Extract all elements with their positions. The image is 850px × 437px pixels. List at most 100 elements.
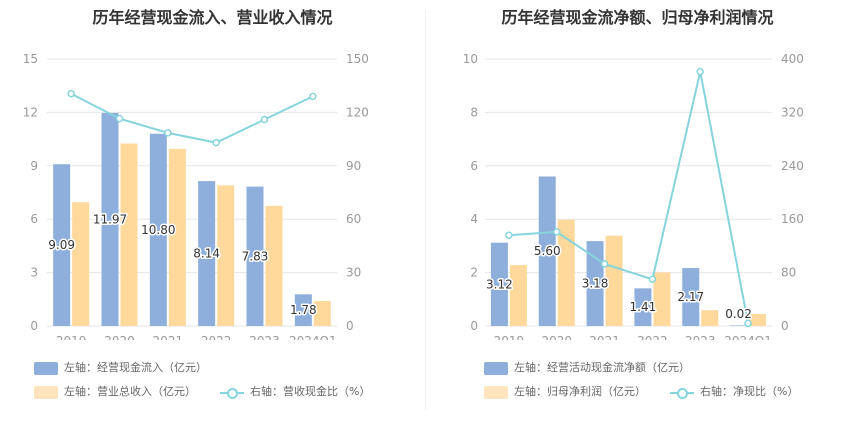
bar-series2 xyxy=(701,310,719,326)
x-axis-tick-label: 2023 xyxy=(685,334,716,340)
data-label-halo: 7.83 xyxy=(242,249,269,263)
left-axis-tick-label: 4 xyxy=(470,212,478,226)
legend-label-line: 右轴：净现比（%） xyxy=(700,385,799,398)
x-axis-tick-label: 2019 xyxy=(494,334,525,340)
x-axis-tick-label: 2024Q1 xyxy=(724,334,772,340)
left-axis-tick-label: 0 xyxy=(30,319,38,333)
legend-label-bar1: 左轴：经营现金流入（亿元） xyxy=(64,361,207,374)
panel-divider xyxy=(425,10,426,410)
bar-series1 xyxy=(634,288,652,326)
data-label: 0.02 xyxy=(725,307,752,321)
legend-item-bar1[interactable]: 左轴：经营活动现金流净额（亿元） xyxy=(484,361,690,375)
legend-item-line[interactable]: 右轴：净现比（%） xyxy=(670,385,798,399)
legend-item-bar2[interactable]: 左轴：归母净利润（亿元） xyxy=(484,385,646,399)
bar-series2 xyxy=(605,235,623,326)
data-label: 2.17 xyxy=(677,290,704,304)
legend-swatch-bar1 xyxy=(34,361,58,375)
right-axis-tick-label: 30 xyxy=(346,266,361,280)
line-point xyxy=(696,67,704,76)
bar-series2 xyxy=(749,313,767,326)
bar-series1 xyxy=(149,133,167,326)
x-axis-tick-label: 2021 xyxy=(589,334,620,340)
bar-series1 xyxy=(101,112,119,327)
left-axis-tick-label: 2 xyxy=(470,266,478,280)
chart-title: 历年经营现金流入、营业收入情况 xyxy=(92,8,333,27)
data-label-halo: 3.18 xyxy=(582,277,609,291)
right-axis-tick-label: 90 xyxy=(346,159,361,173)
data-label: 8.14 xyxy=(193,247,220,261)
line-point xyxy=(115,114,124,123)
bar-series1 xyxy=(490,242,508,326)
line-point xyxy=(309,92,317,101)
right-axis-tick-label: 160 xyxy=(781,212,804,226)
right-axis-tick-label: 0 xyxy=(346,319,354,333)
bar-series2 xyxy=(653,272,671,326)
legend-swatch-bar2 xyxy=(484,385,508,399)
right-axis-tick-label: 0 xyxy=(781,319,789,333)
bar-series2 xyxy=(313,301,331,326)
line-series xyxy=(70,92,314,144)
x-axis-tick-label: 2021 xyxy=(153,334,184,340)
bar-series1 xyxy=(246,186,264,326)
bar-series2 xyxy=(120,143,138,326)
left-axis-tick-label: 3 xyxy=(30,266,38,280)
line-point xyxy=(164,129,172,137)
left-axis-tick-label: 10 xyxy=(463,52,478,66)
legend-swatch-line xyxy=(220,386,244,399)
line-point xyxy=(67,89,75,98)
chart-cash-inflow-revenue: 0369121503060901201502019202020212022202… xyxy=(23,52,369,340)
data-label: 3.12 xyxy=(486,277,513,291)
data-label: 1.41 xyxy=(630,300,657,314)
data-label-halo: 0.02 xyxy=(725,307,752,321)
data-label: 10.80 xyxy=(141,223,175,237)
left-axis-tick-label: 8 xyxy=(470,105,478,119)
bar-series1 xyxy=(730,325,748,326)
data-label-halo: 3.12 xyxy=(486,277,513,291)
x-axis-tick-label: 2020 xyxy=(541,334,572,340)
legend-label-line: 右轴：营收现金比（%） xyxy=(250,385,371,398)
legend-item-bar1[interactable]: 左轴：经营现金流入（亿元） xyxy=(34,361,207,375)
panel-cash-inflow-revenue: 历年经营现金流入、营业收入情况 036912150306090120150201… xyxy=(23,8,370,399)
x-axis-tick-label: 2024Q1 xyxy=(289,334,337,340)
data-label-halo: 9.09 xyxy=(48,238,75,252)
data-label: 11.97 xyxy=(93,212,127,226)
bar-series2 xyxy=(557,219,575,326)
right-axis-tick-label: 60 xyxy=(346,212,361,226)
data-label: 1.78 xyxy=(290,303,317,317)
data-label: 7.83 xyxy=(242,249,269,263)
data-label: 5.60 xyxy=(534,244,561,258)
right-axis-tick-label: 80 xyxy=(781,266,796,280)
chart-net-cash-profit: 0 2 4 6 8 10 0 80 160 240 320 400 2019 2020 2021 2022 20… xyxy=(463,52,804,340)
legend-label-bar2: 左轴：营业总收入（亿元） xyxy=(64,385,196,398)
x-axis-tick-label: 2019 xyxy=(56,334,87,340)
bar-series1 xyxy=(682,268,700,326)
left-axis-tick-label: 12 xyxy=(23,105,38,119)
line-point xyxy=(648,275,657,284)
data-label-halo: 1.41 xyxy=(630,300,657,314)
line-point xyxy=(553,228,561,236)
data-label-halo: 10.80 xyxy=(141,223,175,237)
legend-label-bar1: 左轴：经营活动现金流净额（亿元） xyxy=(514,361,690,374)
left-axis-tick-label: 6 xyxy=(470,159,478,173)
data-label: 3.18 xyxy=(582,277,609,291)
data-label-halo: 1.78 xyxy=(290,303,317,317)
line-point xyxy=(744,319,752,328)
line-point xyxy=(212,138,220,147)
left-axis-tick-label: 0 xyxy=(470,319,478,333)
x-axis-tick-label: 2022 xyxy=(637,334,668,340)
bar-series2 xyxy=(168,148,186,326)
right-axis-tick-label: 150 xyxy=(346,52,369,66)
bar-series1 xyxy=(538,176,556,326)
legend-item-line[interactable]: 右轴：营收现金比（%） xyxy=(220,385,370,399)
legend-swatch-bar1 xyxy=(484,361,508,375)
chart-title: 历年经营现金流净额、归母净利润情况 xyxy=(501,8,774,27)
x-axis-tick-label: 2023 xyxy=(249,334,280,340)
line-point xyxy=(600,260,609,268)
legend-swatch-line xyxy=(670,386,694,399)
bar-series1 xyxy=(53,164,71,326)
left-axis-tick-label: 15 xyxy=(23,52,38,66)
legend-item-bar2[interactable]: 左轴：营业总收入（亿元） xyxy=(34,385,196,399)
line-point xyxy=(505,231,513,239)
left-axis-tick-label: 9 xyxy=(30,159,38,173)
data-label-halo: 5.60 xyxy=(534,244,561,258)
